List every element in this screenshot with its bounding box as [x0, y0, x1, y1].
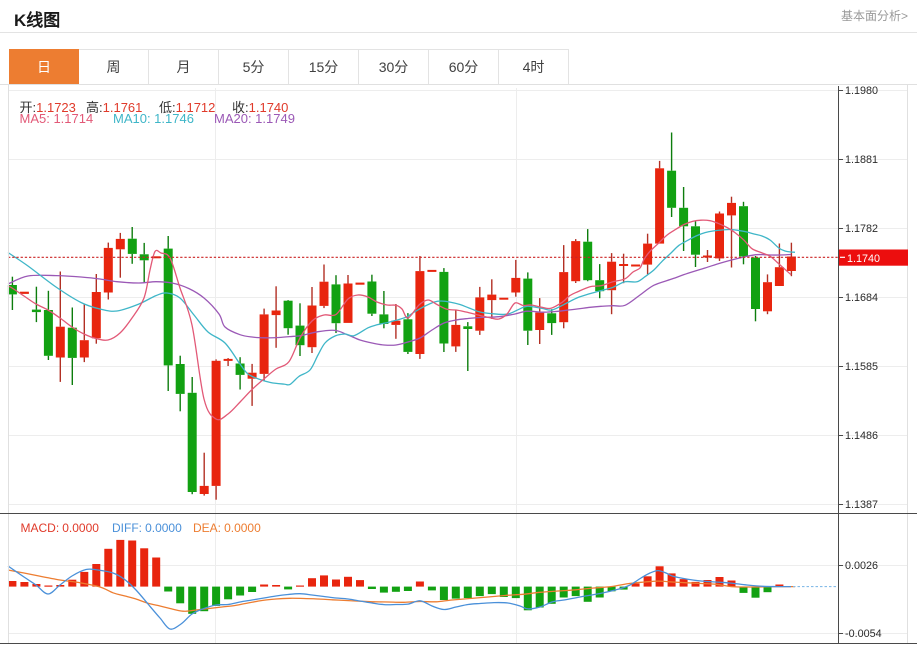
- svg-text:1.1684: 1.1684: [845, 292, 878, 304]
- svg-text:-0.0054: -0.0054: [845, 628, 882, 640]
- svg-text:1.1980: 1.1980: [845, 85, 878, 97]
- svg-text:1.1387: 1.1387: [845, 499, 878, 511]
- svg-text:1.1782: 1.1782: [845, 223, 878, 235]
- svg-text:0.0026: 0.0026: [845, 560, 878, 572]
- svg-text:1.1486: 1.1486: [845, 430, 878, 442]
- svg-text:1.1585: 1.1585: [845, 361, 878, 373]
- svg-text:1.1740: 1.1740: [847, 253, 880, 265]
- svg-text:1.1881: 1.1881: [845, 154, 878, 166]
